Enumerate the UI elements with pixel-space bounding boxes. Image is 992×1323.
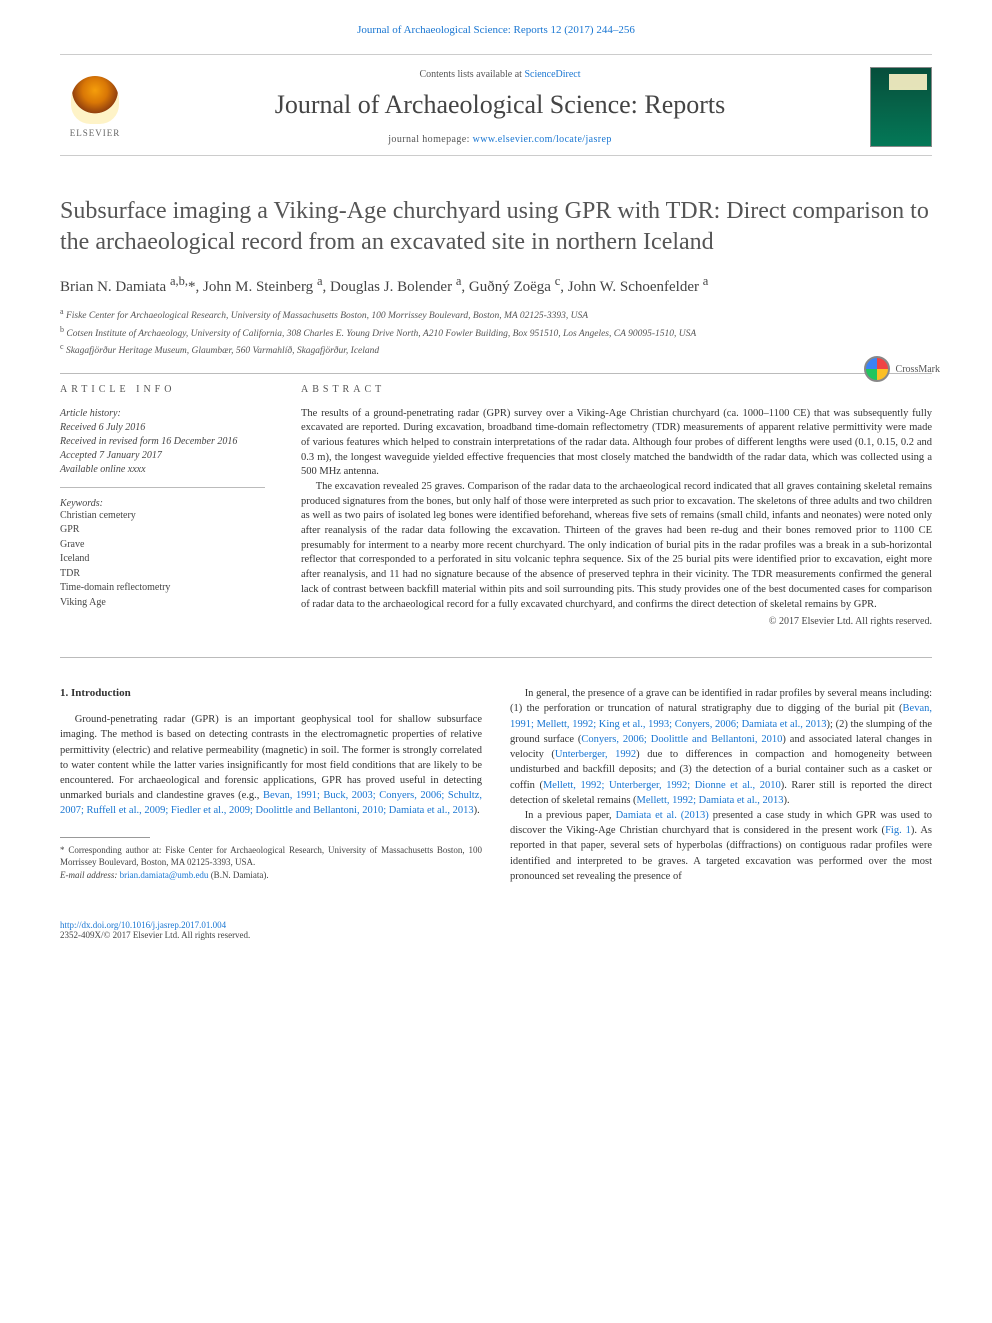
author-email-link[interactable]: brian.damiata@umb.edu	[120, 870, 209, 880]
keywords-label: Keywords:	[60, 498, 265, 509]
crossmark-badge[interactable]: CrossMark	[864, 356, 940, 382]
abstract-copyright: © 2017 Elsevier Ltd. All rights reserved…	[301, 616, 932, 627]
email-line: E-mail address: brian.damiata@umb.edu (B…	[60, 869, 482, 882]
history-accepted: Accepted 7 January 2017	[60, 449, 265, 463]
elsevier-label: ELSEVIER	[70, 128, 121, 138]
running-head: Journal of Archaeological Science: Repor…	[0, 0, 992, 54]
keyword-item: GPR	[60, 523, 265, 538]
crossmark-icon	[864, 356, 890, 382]
sciencedirect-link[interactable]: ScienceDirect	[524, 69, 580, 80]
keyword-item: Christian cemetery	[60, 509, 265, 524]
article-history: Article history: Received 6 July 2016 Re…	[60, 407, 265, 488]
keyword-item: Time-domain reflectometry	[60, 581, 265, 596]
right-column: In general, the presence of a grave can …	[510, 686, 932, 884]
history-label: Article history:	[60, 407, 265, 421]
section-heading-intro: 1. Introduction	[60, 686, 482, 702]
figure-link[interactable]: Fig. 1	[885, 825, 911, 836]
abstract-column: abstract The results of a ground-penetra…	[301, 384, 932, 628]
citation-link[interactable]: Unterberger, 1992	[555, 749, 636, 760]
affiliation-item: b Cotsen Institute of Archaeology, Unive…	[60, 324, 932, 341]
running-head-journal-link[interactable]: Journal of Archaeological Science: Repor…	[357, 24, 635, 36]
article-title: Subsurface imaging a Viking-Age churchya…	[60, 196, 932, 258]
journal-name: Journal of Archaeological Science: Repor…	[148, 90, 852, 120]
contents-available-line: Contents lists available at ScienceDirec…	[148, 69, 852, 80]
keyword-item: Viking Age	[60, 596, 265, 611]
masthead-center: Contents lists available at ScienceDirec…	[148, 69, 852, 145]
author-list: Brian N. Damiata a,b,*, John M. Steinber…	[60, 274, 932, 296]
history-received: Received 6 July 2016	[60, 421, 265, 435]
abstract-heading: abstract	[301, 384, 932, 395]
abstract-p1: The results of a ground-penetrating rada…	[301, 407, 932, 480]
journal-homepage-line: journal homepage: www.elsevier.com/locat…	[148, 134, 852, 145]
page-footer: http://dx.doi.org/10.1016/j.jasrep.2017.…	[60, 920, 932, 940]
affiliation-item: c Skagafjörður Heritage Museum, Glaumbær…	[60, 341, 932, 358]
body-columns: 1. Introduction Ground-penetrating radar…	[60, 686, 932, 884]
journal-homepage-link[interactable]: www.elsevier.com/locate/jasrep	[473, 134, 612, 145]
keyword-item: TDR	[60, 567, 265, 582]
masthead: ELSEVIER Contents lists available at Sci…	[60, 54, 932, 156]
article-header: CrossMark Subsurface imaging a Viking-Ag…	[60, 196, 932, 359]
keyword-item: Iceland	[60, 552, 265, 567]
intro-p1: Ground-penetrating radar (GPR) is an imp…	[60, 712, 482, 819]
citation-link[interactable]: Damiata et al. (2013)	[616, 810, 709, 821]
article-info-column: article info Article history: Received 6…	[60, 384, 265, 628]
affiliation-item: a Fiske Center for Archaeological Resear…	[60, 306, 932, 323]
elsevier-logo: ELSEVIER	[60, 68, 130, 146]
citation-link[interactable]: Mellett, 1992; Damiata et al., 2013	[637, 795, 784, 806]
history-revised: Received in revised form 16 December 201…	[60, 435, 265, 449]
elsevier-tree-icon	[71, 76, 119, 124]
doi-link[interactable]: http://dx.doi.org/10.1016/j.jasrep.2017.…	[60, 920, 226, 930]
issn-copyright: 2352-409X/© 2017 Elsevier Ltd. All right…	[60, 930, 932, 940]
intro-p2: In general, the presence of a grave can …	[510, 686, 932, 808]
corresponding-author-note: * Corresponding author at: Fiske Center …	[60, 844, 482, 869]
article-info-heading: article info	[60, 384, 265, 395]
left-column: 1. Introduction Ground-penetrating radar…	[60, 686, 482, 884]
journal-cover-thumbnail	[870, 67, 932, 147]
info-abstract-row: article info Article history: Received 6…	[60, 374, 932, 644]
footnote-separator	[60, 837, 150, 838]
citation-link[interactable]: Mellett, 1992; Unterberger, 1992; Dionne…	[543, 780, 781, 791]
abstract-p2: The excavation revealed 25 graves. Compa…	[301, 480, 932, 612]
citation-link[interactable]: Conyers, 2006; Doolittle and Bellantoni,…	[581, 734, 782, 745]
intro-p3: In a previous paper, Damiata et al. (201…	[510, 808, 932, 884]
crossmark-label: CrossMark	[896, 364, 940, 375]
abstract-text: The results of a ground-penetrating rada…	[301, 407, 932, 613]
keyword-item: Grave	[60, 538, 265, 553]
affiliations: a Fiske Center for Archaeological Resear…	[60, 306, 932, 358]
history-online: Available online xxxx	[60, 463, 265, 477]
footnotes: * Corresponding author at: Fiske Center …	[60, 844, 482, 882]
keywords-list: Christian cemeteryGPRGraveIcelandTDRTime…	[60, 509, 265, 611]
divider	[60, 657, 932, 658]
